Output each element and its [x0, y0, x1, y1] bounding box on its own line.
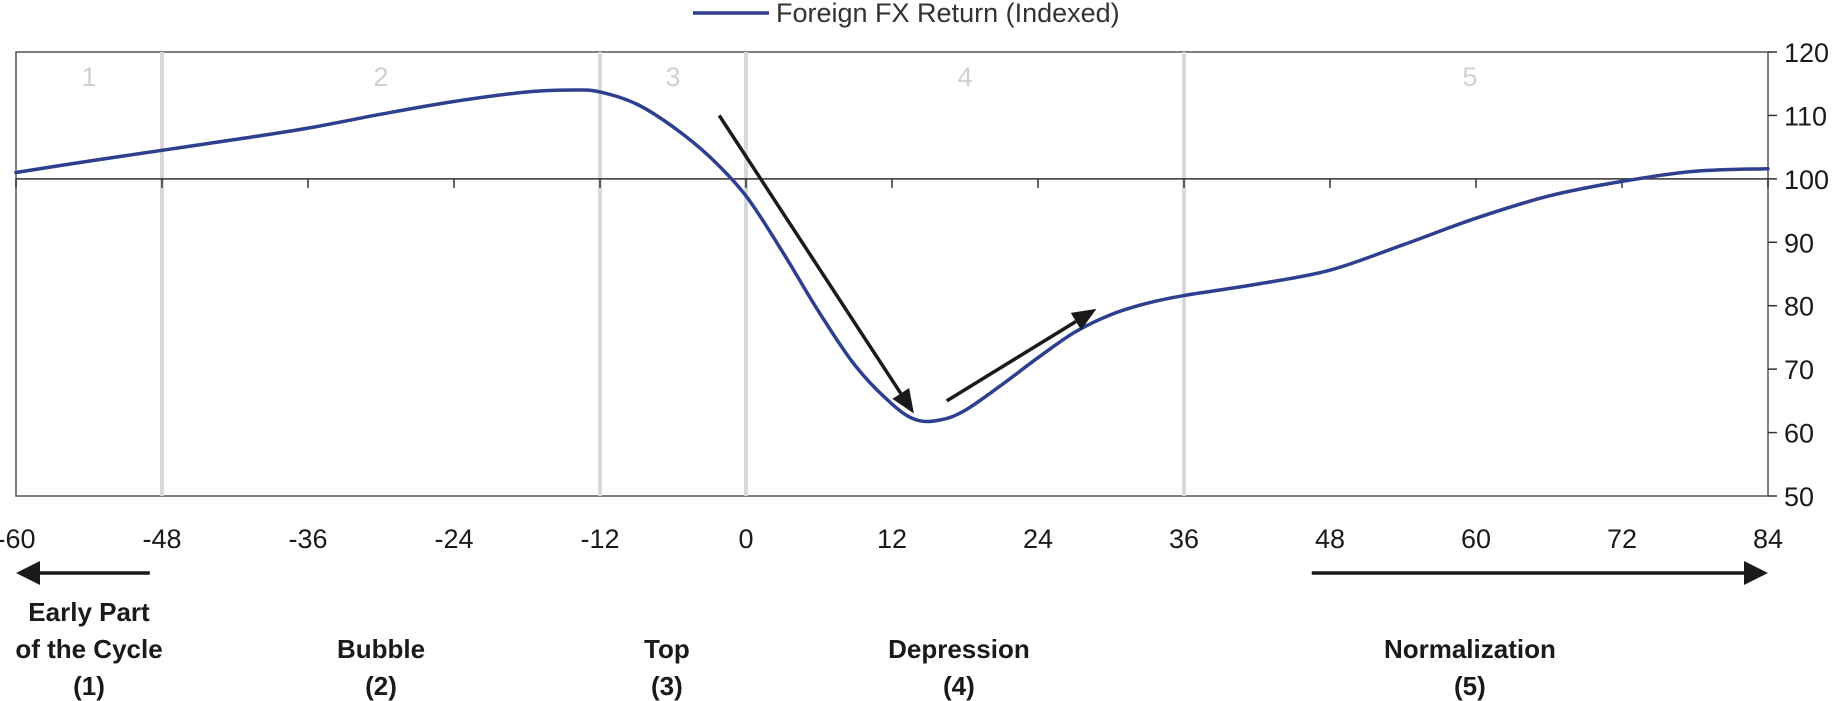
- x-tick-label-1: -48: [142, 524, 181, 554]
- phase-label-5: 5: [1462, 62, 1477, 92]
- phase-number-labels: 1 2 3 4 5: [81, 62, 1477, 92]
- series-lines: [14, 88, 1770, 424]
- y-tick-label-7: 120: [1784, 38, 1829, 68]
- range-arrow-head-1: [1744, 561, 1768, 585]
- y-tick-label-2: 70: [1784, 355, 1814, 385]
- x-tick-label-12: 84: [1753, 524, 1783, 554]
- legend: Foreign FX Return (Indexed): [693, 0, 1120, 28]
- caption-2-line-0: Bubble: [337, 634, 425, 664]
- trend-arrows: [717, 114, 1097, 414]
- up-trend-arrow: [945, 308, 1097, 403]
- caption-2-line-1: (2): [365, 671, 397, 701]
- y-tick-label-6: 110: [1784, 101, 1827, 131]
- x-axis-ticks: -60 -48 -36 -24 -12 0 12 24 36 48 60 72 84: [0, 178, 1783, 554]
- phase-captions: Early Part of the Cycle (1) Bubble (2) Top (3)…: [15, 597, 1556, 701]
- down-trend-arrow-head: [892, 387, 914, 414]
- x-tick-label-4: -12: [580, 524, 619, 554]
- down-trend-arrow: [717, 114, 914, 414]
- series-line-0: [14, 88, 1770, 424]
- caption-1-line-0: Early Part: [28, 597, 150, 627]
- caption-5-line-1: (5): [1454, 671, 1486, 701]
- range-arrow-head-0: [16, 561, 40, 585]
- caption-1-line-1: of the Cycle: [15, 634, 162, 664]
- phase-divider-lines: [160, 52, 1186, 496]
- x-tick-label-7: 24: [1023, 524, 1053, 554]
- plot-area: [15, 51, 1769, 497]
- y-tick-label-1: 60: [1784, 419, 1814, 449]
- down-trend-arrow-shaft: [717, 114, 903, 395]
- x-tick-label-5: 0: [738, 524, 753, 554]
- y-tick-label-3: 80: [1784, 292, 1814, 322]
- y-tick-label-0: 50: [1784, 482, 1814, 512]
- y-tick-label-5: 100: [1784, 165, 1829, 195]
- x-tick-label-6: 12: [877, 524, 907, 554]
- x-tick-label-2: -36: [288, 524, 327, 554]
- legend-label: Foreign FX Return (Indexed): [776, 0, 1120, 28]
- y-tick-label-4: 90: [1784, 228, 1814, 258]
- phase-label-4: 4: [957, 62, 972, 92]
- phase-label-2: 2: [373, 62, 388, 92]
- y-axis-ticks: 50 60 70 80 90 100 110 120: [1768, 38, 1829, 512]
- caption-3-line-0: Top: [644, 634, 690, 664]
- caption-4-line-0: Depression: [888, 634, 1030, 664]
- x-tick-label-9: 48: [1315, 524, 1345, 554]
- up-trend-arrow-head: [1070, 308, 1097, 330]
- x-tick-label-11: 72: [1607, 524, 1637, 554]
- x-tick-label-8: 36: [1169, 524, 1199, 554]
- caption-5-line-0: Normalization: [1384, 634, 1556, 664]
- caption-1-line-2: (1): [73, 671, 105, 701]
- range-arrow-1: [1311, 561, 1768, 585]
- x-tick-label-3: -24: [434, 524, 473, 554]
- phase-label-1: 1: [81, 62, 96, 92]
- caption-4-line-1: (4): [943, 671, 975, 701]
- x-tick-label-0: -60: [0, 524, 36, 554]
- up-trend-arrow-shaft: [945, 319, 1077, 403]
- range-arrow-0: [16, 561, 150, 585]
- x-tick-label-10: 60: [1461, 524, 1491, 554]
- phase-range-arrows: [16, 561, 1768, 585]
- caption-3-line-1: (3): [651, 671, 683, 701]
- phase-label-3: 3: [665, 62, 680, 92]
